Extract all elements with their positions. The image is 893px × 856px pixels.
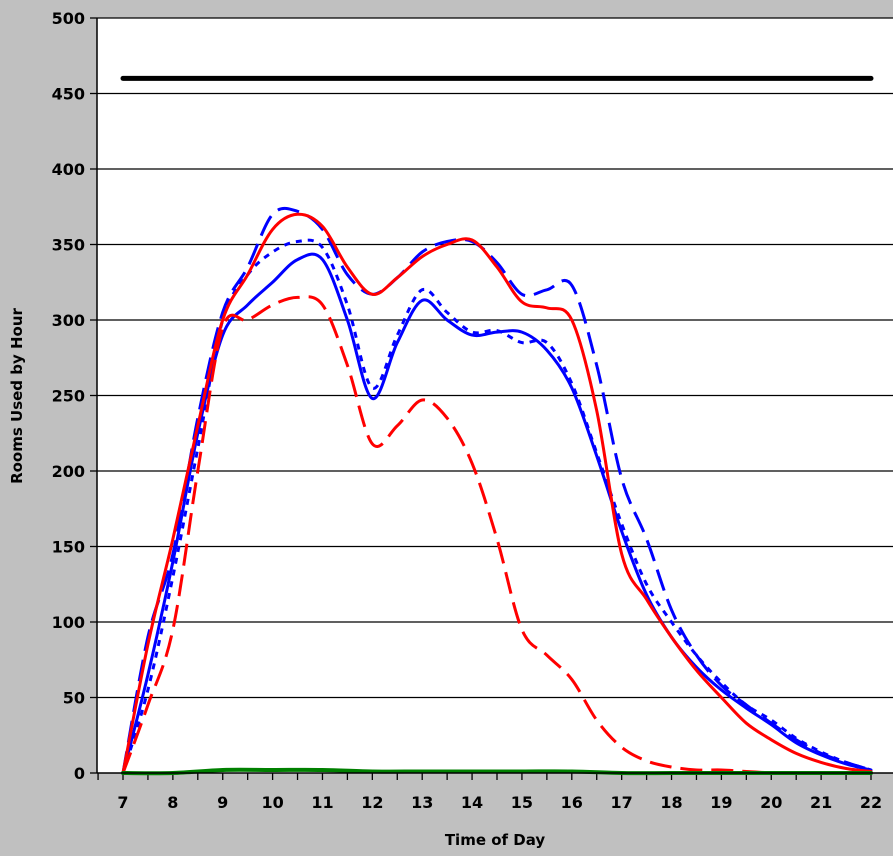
x-tick-label-19: 19 — [710, 793, 732, 812]
series-line-6 — [121, 295, 772, 775]
y-tick-label-500: 500 — [52, 9, 85, 28]
x-tick-label-16: 16 — [561, 793, 583, 812]
x-tick-label-11: 11 — [311, 793, 333, 812]
grid-lines — [90, 17, 893, 780]
y-tick-label-150: 150 — [52, 538, 85, 557]
x-tick-label-13: 13 — [411, 793, 433, 812]
x-tick-label-17: 17 — [611, 793, 633, 812]
x-tick-label-20: 20 — [760, 793, 782, 812]
series-lines — [120, 75, 874, 776]
x-tick-label-10: 10 — [261, 793, 283, 812]
y-tick-label-0: 0 — [74, 764, 85, 783]
x-tick-label-9: 9 — [217, 793, 228, 812]
x-tick-labels: 7 8 9 10 11 12 13 14 15 16 17 18 19 20 21 22 — [117, 793, 882, 812]
x-axis-title: Time of Day — [445, 831, 546, 849]
x-tick-label-15: 15 — [511, 793, 533, 812]
series-line-5 — [121, 212, 873, 775]
y-tick-label-300: 300 — [52, 311, 85, 330]
x-tick-label-21: 21 — [810, 793, 832, 812]
y-tick-labels: 0 50 100 150 200 250 300 350 400 450 500 — [52, 9, 85, 783]
y-tick-label-100: 100 — [52, 613, 85, 632]
x-tick-label-12: 12 — [361, 793, 383, 812]
y-tick-label-200: 200 — [52, 462, 85, 481]
y-tick-label-450: 450 — [52, 85, 85, 104]
x-tick-label-18: 18 — [660, 793, 682, 812]
y-axis-title: Rooms Used by Hour — [8, 307, 26, 483]
x-tick-label-8: 8 — [167, 793, 178, 812]
axes — [96, 18, 893, 774]
series-line-3 — [121, 206, 872, 774]
y-tick-label-50: 50 — [63, 689, 85, 708]
series-line-2 — [121, 252, 873, 775]
x-tick-label-14: 14 — [461, 793, 483, 812]
y-tick-label-400: 400 — [52, 160, 85, 179]
x-tick-label-7: 7 — [117, 793, 128, 812]
y-tick-label-250: 250 — [52, 387, 85, 406]
x-tick-label-22: 22 — [860, 793, 882, 812]
y-tick-label-350: 350 — [52, 236, 85, 255]
